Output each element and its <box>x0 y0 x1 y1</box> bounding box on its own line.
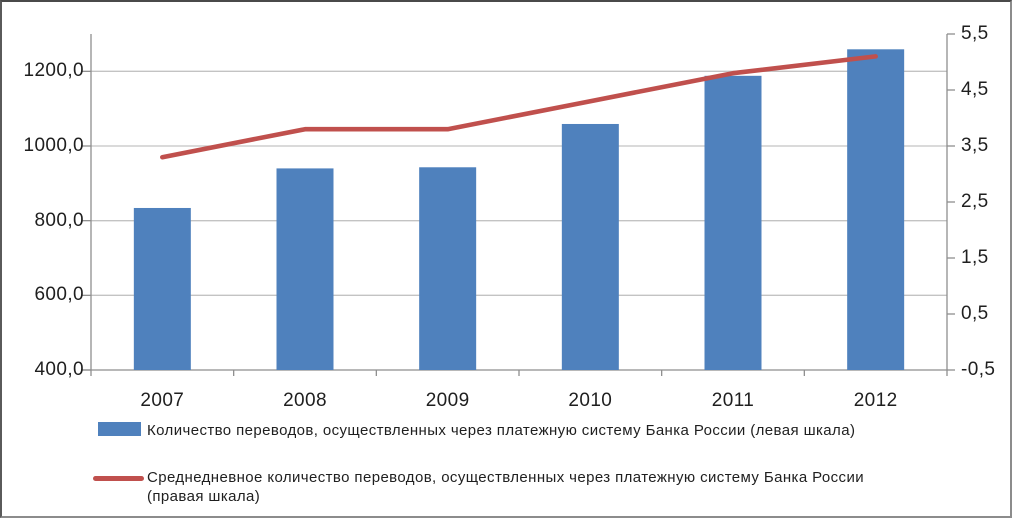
x-axis-label-2012: 2012 <box>853 390 898 411</box>
x-axis-label-2008: 2008 <box>283 390 327 411</box>
legend-label-line: Среднедневное количество переводов, осущ… <box>147 468 864 506</box>
legend-label-line-2: (правая шкала) <box>147 488 261 505</box>
trend-line <box>160 54 878 160</box>
legend-label-bars: Количество переводов, осуществленных чер… <box>147 422 856 439</box>
x-axis-label-2009: 2009 <box>425 390 470 411</box>
bar-2011 <box>704 75 762 371</box>
bar-2010 <box>561 123 619 371</box>
left-axis-label: 1200,0 <box>23 60 84 82</box>
right-axis-label: 0,5 <box>961 303 989 324</box>
right-axis-label: 4,5 <box>961 79 989 100</box>
legend-label-line-1: Среднедневное количество переводов, осущ… <box>147 469 864 486</box>
left-axis-label: 1000,0 <box>23 135 84 156</box>
right-axis-label: 2,5 <box>961 191 989 212</box>
left-axis-label: 600,0 <box>34 284 84 306</box>
right-axis-label: -0,5 <box>961 359 996 380</box>
bar-series-swatch <box>98 422 141 436</box>
bar-2007 <box>133 207 191 370</box>
x-axis-label-2010: 2010 <box>568 390 613 411</box>
x-axis-label-2011: 2011 <box>711 390 755 411</box>
bar-2008 <box>276 168 334 370</box>
bar-2012 <box>847 49 905 370</box>
left-axis-label: 800,0 <box>34 209 84 231</box>
right-axis-label: 1,5 <box>961 247 989 268</box>
bar-2009 <box>419 167 477 370</box>
x-axis-label-2007: 2007 <box>140 390 185 411</box>
left-axis-label: 400,0 <box>34 359 84 380</box>
right-axis-label: 5,5 <box>961 23 989 44</box>
right-axis-label: 3,5 <box>961 135 989 156</box>
line-series-swatch <box>93 476 144 481</box>
